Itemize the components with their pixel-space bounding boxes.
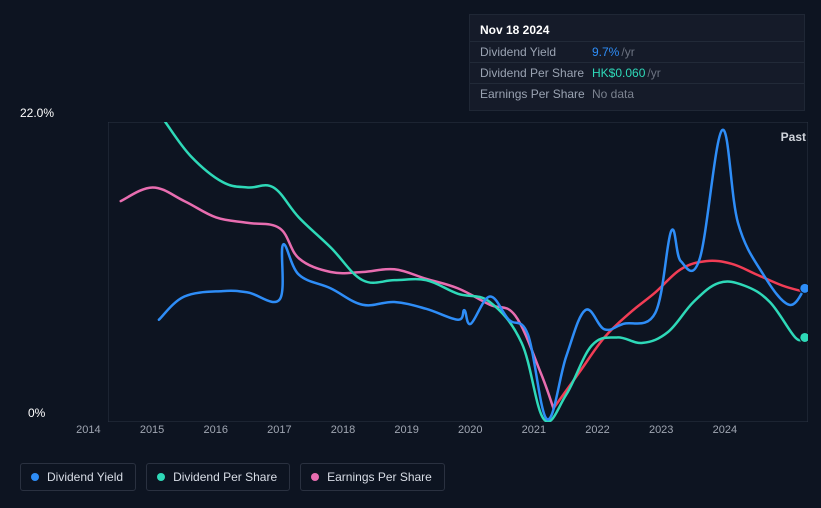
tooltip-value: HK$0.060: [592, 65, 645, 81]
legend-item-dps[interactable]: Dividend Per Share: [146, 463, 290, 491]
tooltip-value: 9.7%: [592, 44, 619, 60]
legend-label: Dividend Yield: [47, 470, 123, 484]
tooltip-row-yield: Dividend Yield 9.7% /yr: [470, 41, 804, 62]
legend-item-eps[interactable]: Earnings Per Share: [300, 463, 445, 491]
x-tick: 2020: [458, 424, 522, 444]
chart-svg: [108, 122, 808, 422]
legend-item-yield[interactable]: Dividend Yield: [20, 463, 136, 491]
tooltip-label: Earnings Per Share: [480, 86, 592, 102]
legend-dot: [31, 473, 39, 481]
legend-dot: [311, 473, 319, 481]
tooltip-label: Dividend Yield: [480, 44, 592, 60]
y-axis-bottom-label: 0%: [28, 406, 45, 420]
tooltip-date: Nov 18 2024: [470, 21, 804, 41]
x-tick: 2019: [394, 424, 458, 444]
tooltip-row-dps: Dividend Per Share HK$0.060 /yr: [470, 62, 804, 83]
dividend-chart: 22.0% 0% Past 20142015201620172018201920…: [20, 108, 810, 458]
tooltip-value: No data: [592, 86, 634, 102]
tooltip-suffix: /yr: [621, 44, 634, 60]
x-tick: 2024: [713, 424, 777, 444]
x-tick: 2021: [522, 424, 586, 444]
x-tick: 2022: [585, 424, 649, 444]
x-tick: 2015: [140, 424, 204, 444]
x-tick: 2018: [331, 424, 395, 444]
legend-label: Earnings Per Share: [327, 470, 432, 484]
x-tick: 2023: [649, 424, 713, 444]
hover-tooltip: Nov 18 2024 Dividend Yield 9.7% /yr Divi…: [469, 14, 805, 111]
legend-dot: [157, 473, 165, 481]
y-axis-top-label: 22.0%: [20, 106, 54, 120]
plot-area[interactable]: [108, 122, 808, 422]
legend-label: Dividend Per Share: [173, 470, 277, 484]
tooltip-label: Dividend Per Share: [480, 65, 592, 81]
x-tick: 2016: [203, 424, 267, 444]
chart-legend: Dividend Yield Dividend Per Share Earnin…: [20, 463, 445, 491]
x-tick: 2017: [267, 424, 331, 444]
tooltip-suffix: /yr: [647, 65, 660, 81]
x-axis: 2014201520162017201820192020202120222023…: [108, 424, 808, 444]
x-tick: 2014: [76, 424, 140, 444]
tooltip-row-eps: Earnings Per Share No data: [470, 83, 804, 104]
